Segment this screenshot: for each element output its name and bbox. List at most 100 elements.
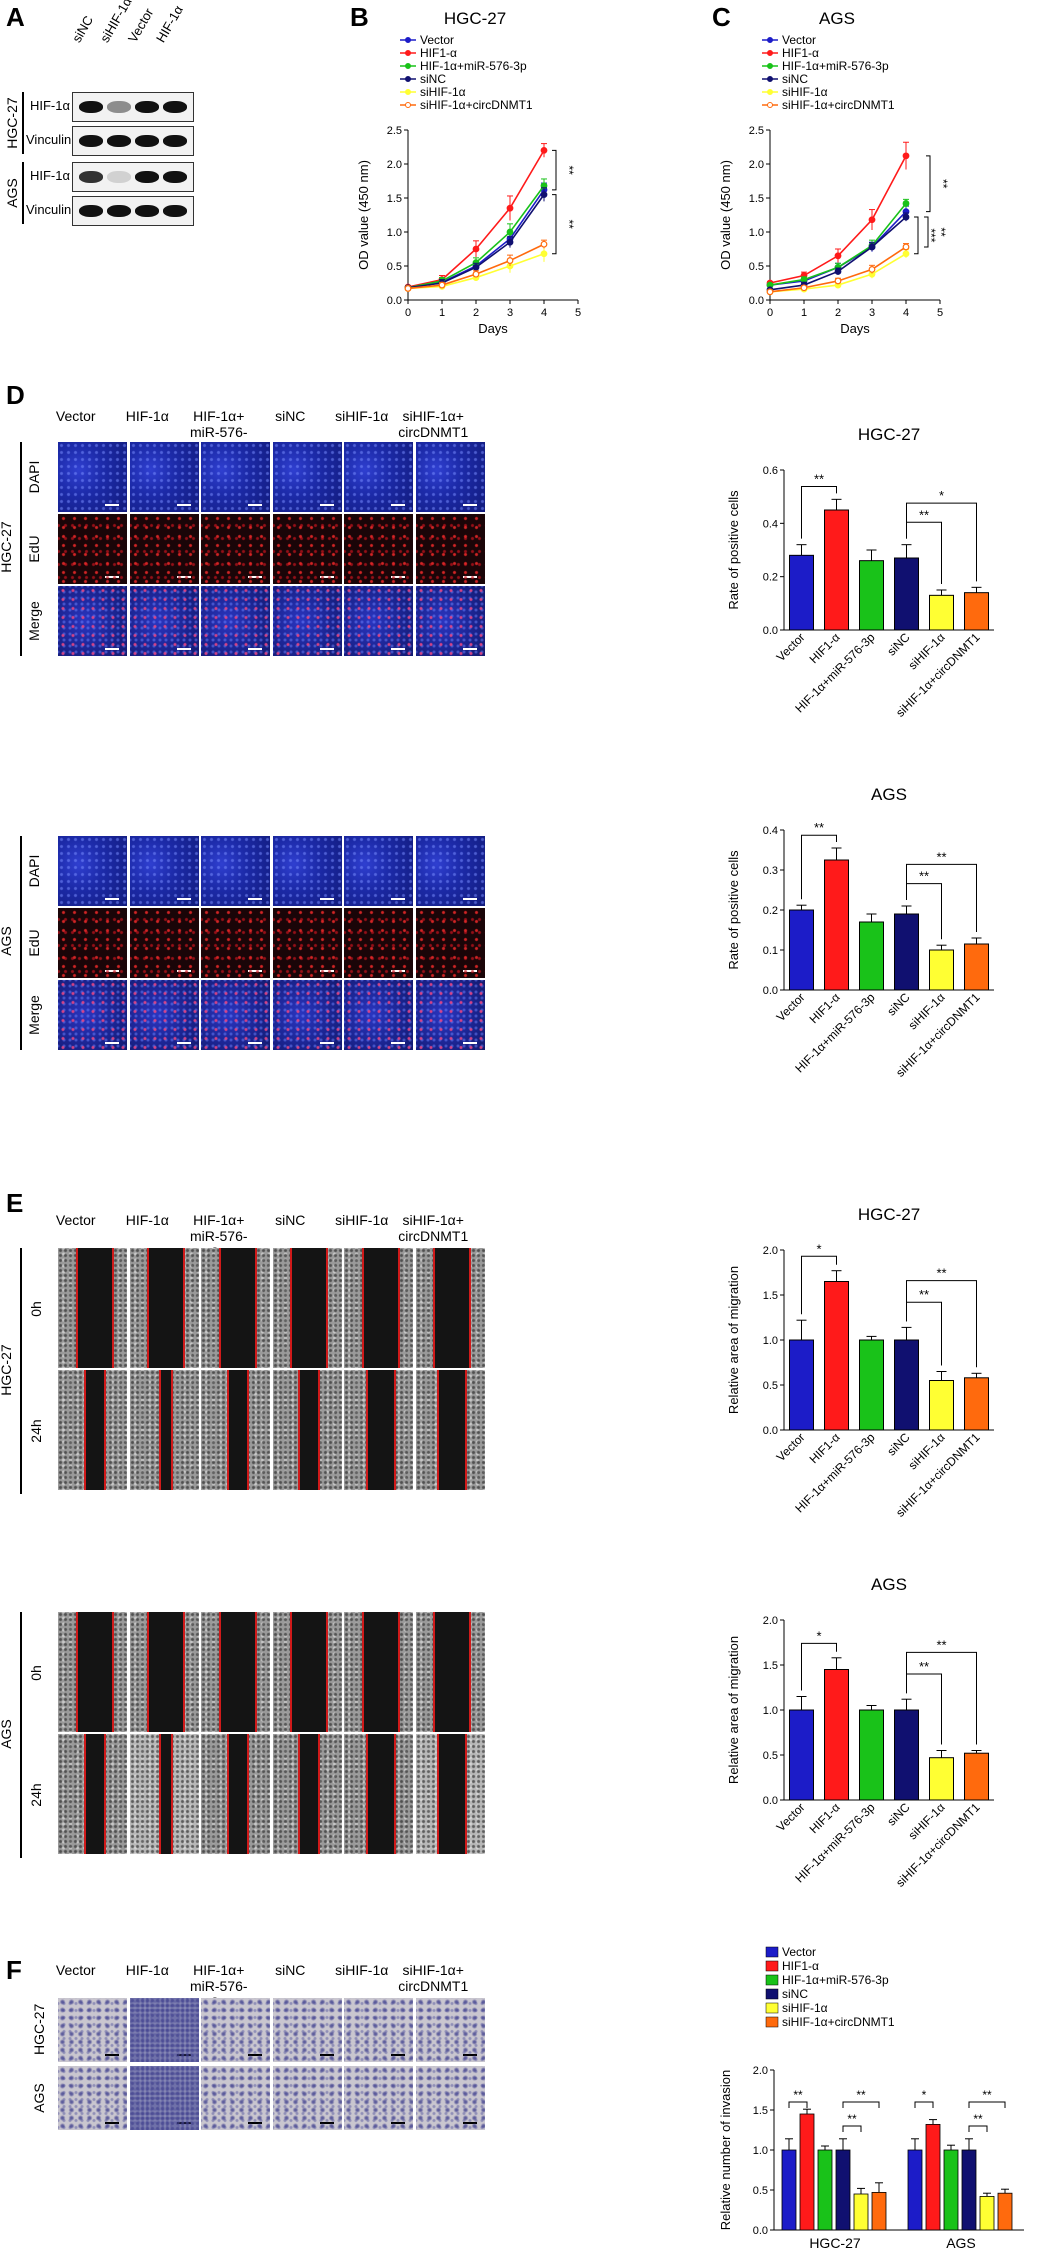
scratch-gap: [226, 1370, 249, 1490]
scratch-gap: [159, 1370, 173, 1490]
significance-mark: **: [847, 2112, 857, 2126]
significance-bracket: [801, 1255, 837, 1315]
significance-mark: **: [814, 472, 824, 487]
transwell-image: [344, 1998, 413, 2062]
data-point: [438, 281, 446, 289]
y-tick-label: 0.0: [753, 2225, 768, 2237]
scratch-gap: [361, 1248, 400, 1368]
significance-mark: **: [919, 507, 929, 522]
scratch-image: [272, 1248, 342, 1368]
bar: [824, 1669, 849, 1801]
scale-bar: [105, 648, 119, 650]
y-tick-label: 2.5: [749, 125, 764, 137]
y-axis-label: Rate of positive cells: [726, 850, 741, 970]
y-tick-label: 0.0: [749, 295, 764, 307]
scale-bar: [176, 898, 191, 900]
bar: [894, 1709, 919, 1801]
group-bracket: [20, 1612, 22, 1858]
legend-marker: [405, 102, 411, 108]
data-point: [902, 152, 910, 160]
transwell-image: [415, 2066, 485, 2130]
scale-bar: [462, 2122, 477, 2124]
data-point: [404, 285, 412, 292]
column-label: Vector: [55, 1962, 96, 1978]
bar: [824, 509, 849, 631]
bar: [859, 921, 884, 991]
microscopy-image: [129, 586, 199, 656]
legend-label: Vector: [420, 33, 454, 47]
bar-chart-edu-ags: AGS 0.0 0.1 0.2 0.3 0.4 Rate of positive cells…: [726, 785, 994, 1080]
row-label: AGS: [31, 2083, 47, 2113]
bar: [789, 1339, 814, 1431]
scale-bar: [462, 576, 477, 578]
scale-bar: [105, 970, 119, 972]
bar: [929, 949, 954, 991]
y-tick-label: 0.2: [763, 572, 778, 584]
blot-band: [163, 135, 187, 147]
microscopy-image: [415, 514, 485, 584]
microscopy-image: [201, 908, 270, 978]
scratch-gap: [298, 1734, 320, 1854]
significance-mark: **: [936, 849, 946, 864]
microscopy-image: [415, 442, 485, 512]
scale-bar: [176, 2054, 191, 2056]
legend-label: HIF1-α: [782, 46, 819, 60]
x-tick-label: 3: [507, 307, 513, 319]
significance-mark: **: [936, 179, 950, 189]
bar: [894, 913, 919, 991]
bar-chart-invasion: VectorHIF1-αHIF-1α+miR-576-3psiNCsiHIF-1…: [718, 1945, 1024, 2251]
microscopy-image: [344, 514, 413, 584]
y-axis-label: OD value (450 nm): [356, 160, 371, 270]
scale-bar: [105, 504, 119, 506]
significance-bracket: [924, 216, 929, 248]
y-tick-label: 0.0: [763, 1795, 778, 1807]
scale-bar: [176, 2122, 191, 2124]
x-tick-label: Vector: [774, 630, 808, 664]
legend-swatch: [765, 1974, 779, 1986]
line-chart-ags: AGSVectorHIF1-αHIF-1α+miR-576-3psiNCsiHI…: [718, 9, 950, 336]
scale-bar: [176, 1042, 191, 1044]
scratch-gap: [218, 1248, 257, 1368]
bar: [789, 554, 814, 631]
data-point: [540, 240, 548, 248]
column-label: siHIF-1α+ circDNMT1: [398, 1962, 469, 1994]
column-label: HIF-1α: [125, 1962, 169, 1978]
scratch-image: [344, 1734, 413, 1854]
y-tick-label: 2.0: [387, 159, 402, 171]
significance-mark: **: [934, 227, 948, 237]
x-tick-label: 5: [575, 307, 581, 319]
significance-mark: **: [793, 2088, 803, 2102]
microscopy-image: [201, 980, 270, 1050]
transwell-image: [129, 2066, 199, 2130]
scratch-image: [415, 1612, 485, 1732]
microscopy-image: [344, 586, 413, 656]
column-label: siNC: [275, 1962, 306, 1978]
legend-label: Vector: [782, 33, 816, 47]
scale-bar: [319, 898, 334, 900]
microscopy-image: [201, 836, 270, 906]
significance-mark: **: [814, 820, 824, 835]
microscopy-image: [344, 980, 413, 1050]
scale-bar: [391, 2122, 405, 2124]
significance-mark: **: [936, 1266, 946, 1281]
x-tick-label: 4: [903, 307, 909, 319]
y-tick-label: 0.2: [763, 905, 778, 917]
bar: [781, 2149, 797, 2231]
microscopy-image: [129, 908, 199, 978]
bar: [824, 859, 849, 991]
legend-label: siHIF-1α+circDNMT1: [420, 98, 533, 112]
data-point: [902, 250, 910, 258]
data-point: [540, 191, 548, 199]
significance-mark: **: [982, 2088, 992, 2102]
significance-bracket: [906, 1280, 977, 1368]
scale-bar: [248, 648, 262, 650]
group-label: AGS: [0, 926, 14, 956]
legend-swatch: [765, 1946, 779, 1958]
scratch-image: [58, 1370, 127, 1490]
y-tick-label: 1.5: [763, 1660, 778, 1672]
transwell-image: [58, 1998, 127, 2062]
data-point: [834, 277, 842, 285]
significance-mark: **: [919, 1659, 929, 1674]
scratch-gap: [147, 1248, 185, 1368]
microscopy-image: [415, 836, 485, 906]
